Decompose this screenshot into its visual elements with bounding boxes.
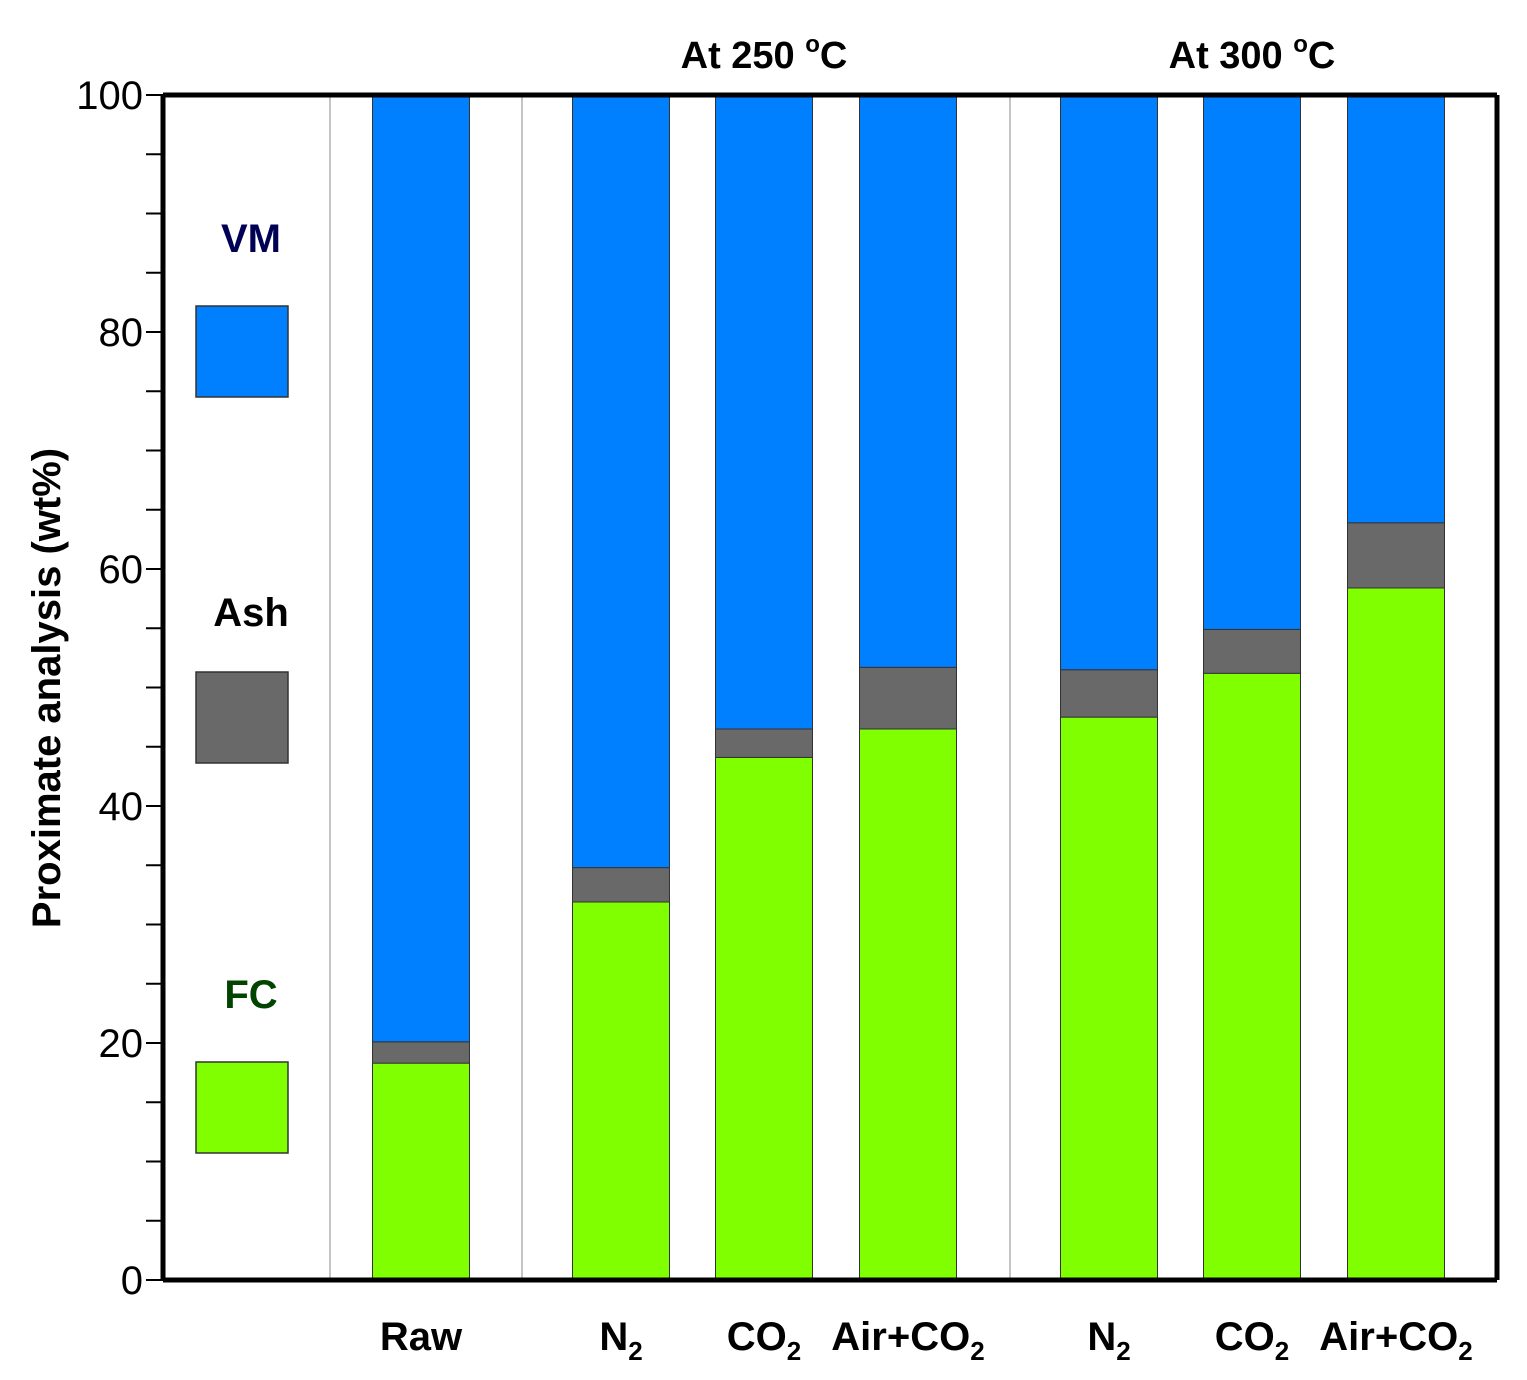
y-tick-label-100: 100	[76, 74, 143, 118]
bar-fc-1	[572, 901, 670, 1281]
bar-ash-6	[1347, 522, 1445, 589]
y-tick-label-20: 20	[99, 1022, 144, 1066]
legend-label-fc: FC	[224, 973, 277, 1017]
bar-ash-0	[372, 1041, 470, 1064]
bar-vm-3	[859, 94, 957, 668]
bar-fc-0	[372, 1062, 470, 1281]
y-tick-label-60: 60	[99, 548, 144, 592]
bar-fc-6	[1347, 587, 1445, 1281]
labels-layer: 0 20 40 60 80 100 Proximate analysis (wt%) Raw N…	[25, 31, 1473, 1366]
axes-layer	[146, 92, 1500, 1283]
bar-fc-4	[1060, 716, 1158, 1281]
x-tick-label-3: Air+CO2	[831, 1315, 984, 1366]
legend: VM Ash FC	[195, 217, 289, 1154]
x-tick-label-5: CO2	[1215, 1315, 1289, 1366]
legend-label-ash: Ash	[213, 591, 289, 635]
x-tick-label-6: Air+CO2	[1319, 1315, 1472, 1366]
group-label-0: At 250 oC	[681, 31, 848, 77]
legend-swatch-ash	[195, 671, 289, 764]
legend-label-vm: VM	[221, 217, 281, 261]
bar-vm-4	[1060, 94, 1158, 671]
y-tick-label-80: 80	[99, 311, 144, 355]
x-tick-label-2: CO2	[727, 1315, 801, 1366]
bar-ash-2	[715, 728, 813, 758]
bar-ash-4	[1060, 669, 1158, 718]
bar-vm-5	[1203, 94, 1301, 630]
group-label-1: At 300 oC	[1169, 31, 1336, 77]
bar-vm-6	[1347, 94, 1445, 524]
legend-swatch-fc	[195, 1061, 289, 1154]
bar-vm-0	[372, 94, 470, 1043]
bar-fc-5	[1203, 672, 1301, 1281]
x-tick-label-1: N2	[599, 1315, 642, 1366]
y-axis-label: Proximate analysis (wt%)	[25, 448, 69, 928]
bar-vm-2	[715, 94, 813, 730]
x-tick-label-4: N2	[1087, 1315, 1130, 1366]
bar-fc-3	[859, 728, 957, 1281]
bar-ash-5	[1203, 628, 1301, 674]
bars-layer	[372, 94, 1445, 1281]
bar-vm-1	[572, 94, 670, 869]
bar-ash-1	[572, 867, 670, 903]
legend-swatch-vm	[195, 305, 289, 398]
y-tick-label-0: 0	[121, 1259, 143, 1303]
x-tick-label-0: Raw	[380, 1315, 463, 1359]
y-tick-label-40: 40	[99, 785, 144, 829]
bar-ash-3	[859, 666, 957, 730]
bar-fc-2	[715, 756, 813, 1281]
